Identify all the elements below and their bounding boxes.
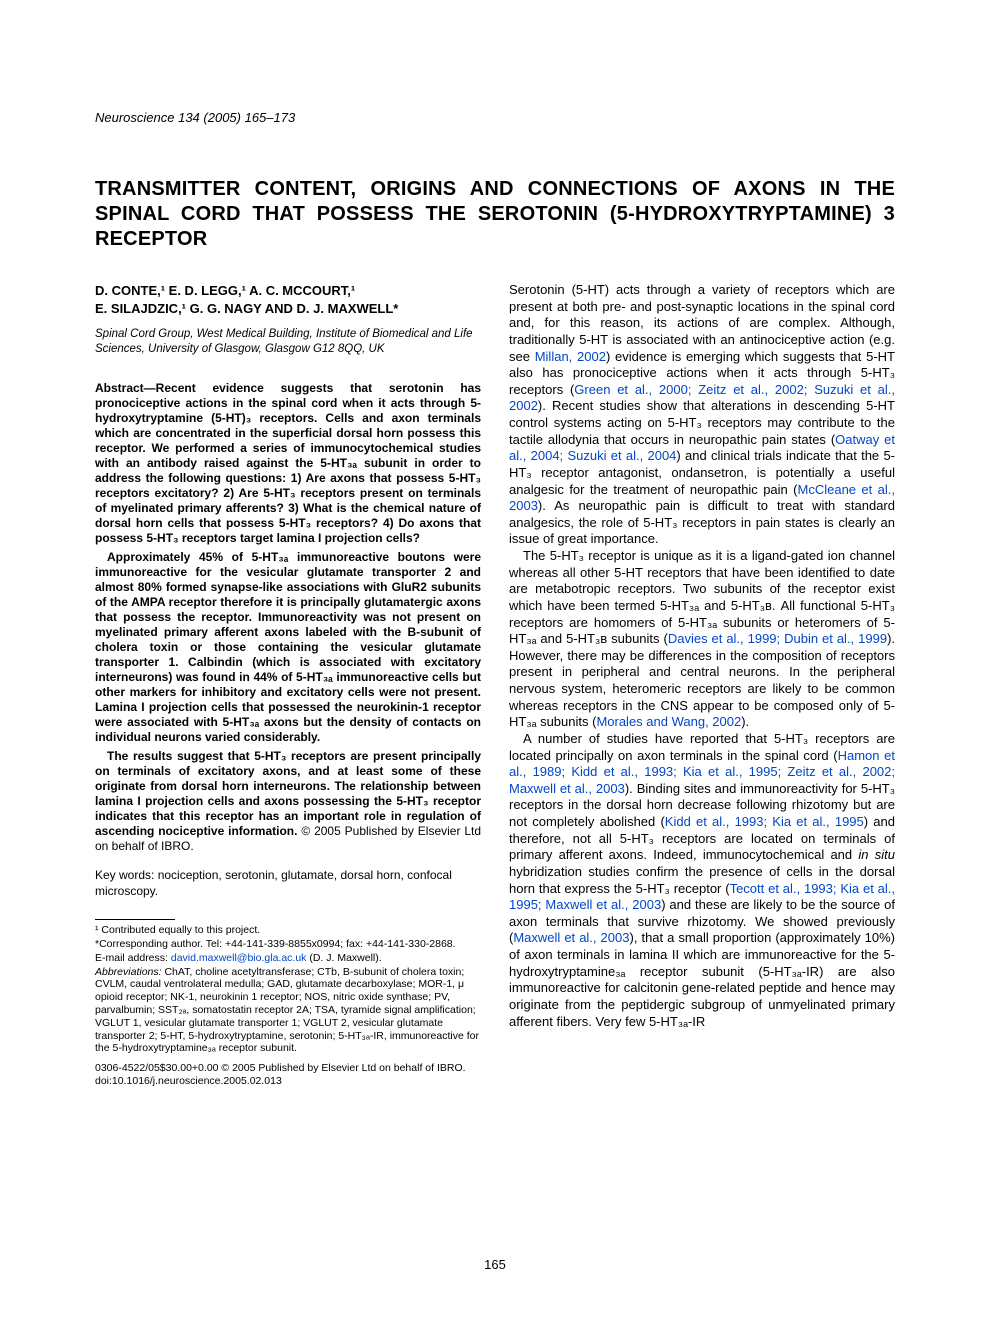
- body-column: Serotonin (5-HT) acts through a variety …: [509, 282, 895, 1088]
- affiliation: Spinal Cord Group, West Medical Building…: [95, 327, 481, 357]
- author-list: D. CONTE,¹ E. D. LEGG,¹ A. C. MCCOURT,¹ …: [95, 282, 481, 317]
- abstract-para-1: Abstract—Recent evidence suggests that s…: [95, 381, 481, 546]
- footnote-corresponding: *Corresponding author. Tel: +44-141-339-…: [95, 938, 481, 951]
- email-link[interactable]: david.maxwell@bio.gla.ac.uk: [171, 952, 307, 964]
- abstract-para-3: The results suggest that 5-HT₃ receptors…: [95, 749, 481, 854]
- ref-kidd-kia[interactable]: Kidd et al., 1993; Kia et al., 1995: [665, 814, 864, 829]
- keywords-label: Key words:: [95, 868, 154, 882]
- intro-para-1: Serotonin (5-HT) acts through a variety …: [509, 282, 895, 548]
- journal-running-head: Neuroscience 134 (2005) 165–173: [95, 110, 895, 125]
- intro-para-3: A number of studies have reported that 5…: [509, 731, 895, 1030]
- abstract-para-2: Approximately 45% of 5-HT₃ₐ immunoreacti…: [95, 550, 481, 745]
- authors-line-2: E. SILAJDZIC,¹ G. G. NAGY AND D. J. MAXW…: [95, 301, 398, 316]
- page-number: 165: [0, 1257, 990, 1272]
- ref-maxwell-2003[interactable]: Maxwell et al., 2003: [513, 930, 629, 945]
- ref-davies-dubin[interactable]: Davies et al., 1999; Dubin et al., 1999: [668, 631, 887, 646]
- ref-millan-2002[interactable]: Millan, 2002: [535, 349, 606, 364]
- doi-copyright-line: 0306-4522/05$30.00+0.00 © 2005 Published…: [95, 1056, 481, 1088]
- intro-para-2: The 5-HT₃ receptor is unique as it is a …: [509, 548, 895, 731]
- article-title: TRANSMITTER CONTENT, ORIGINS AND CONNECT…: [95, 177, 895, 252]
- authors-line-1: D. CONTE,¹ E. D. LEGG,¹ A. C. MCCOURT,¹: [95, 283, 355, 298]
- footnote-email: E-mail address: david.maxwell@bio.gla.ac…: [95, 952, 481, 965]
- footnote-contrib: ¹ Contributed equally to this project.: [95, 924, 481, 937]
- footnotes-block: ¹ Contributed equally to this project. *…: [95, 924, 481, 1055]
- footnote-rule: [95, 919, 175, 920]
- keywords: Key words: nociception, serotonin, gluta…: [95, 868, 481, 899]
- footnote-abbreviations: Abbreviations: ChAT, choline acetyltrans…: [95, 966, 481, 1056]
- in-situ-italic: in situ: [858, 847, 895, 862]
- abstract: Abstract—Recent evidence suggests that s…: [95, 381, 481, 854]
- ref-morales-wang-2002[interactable]: Morales and Wang, 2002: [596, 714, 741, 729]
